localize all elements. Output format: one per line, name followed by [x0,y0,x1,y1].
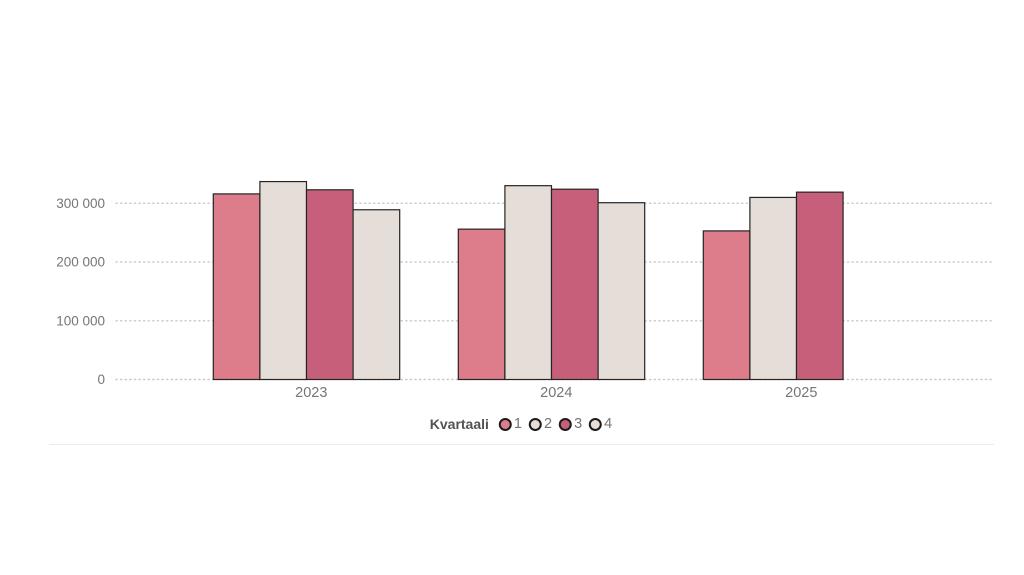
x-axis-category-label: 2025 [785,385,817,401]
y-axis-tick-label: 0 [97,372,105,387]
x-axis-category-label: 2023 [295,385,327,401]
bar-2023-q1[interactable] [212,193,261,381]
legend-title: Kvartaali [429,416,489,432]
bar-2024-q4[interactable] [597,202,646,381]
bar-2024-q2[interactable] [504,185,553,381]
bar-2025-q3[interactable] [795,191,844,381]
legend-item-label: 4 [604,416,613,432]
legend-circle-icon [589,417,603,431]
legend: Kvartaali 1 2 3 4 [430,415,612,433]
x-axis-category-label: 2024 [540,385,572,401]
bar-2024-q3[interactable] [550,188,599,381]
legend-circle-icon [529,417,542,431]
bar-2025-q1[interactable] [702,230,751,381]
bar-2023-q2[interactable] [259,180,308,381]
section-divider [49,444,994,445]
legend-item-quarter-1[interactable]: 1 [498,415,522,433]
bar-2024-q1[interactable] [457,228,506,381]
bar-2025-q2[interactable] [749,196,798,381]
y-axis-tick-label: 100 000 [56,313,105,328]
legend-item-quarter-4[interactable]: 4 [589,415,612,433]
legend-item-label: 1 [513,416,522,432]
y-axis-tick-label: 300 000 [56,196,105,211]
legend-circle-icon [498,417,512,431]
bar-2023-q4[interactable] [352,209,401,381]
legend-item-label: 3 [574,416,583,432]
legend-item-quarter-2[interactable]: 2 [529,415,552,433]
legend-item-quarter-3[interactable]: 3 [559,415,582,433]
bar-2023-q3[interactable] [305,189,354,381]
legend-item-label: 2 [544,416,553,432]
y-axis-tick-label: 200 000 [56,255,105,270]
legend-circle-icon [559,417,573,431]
